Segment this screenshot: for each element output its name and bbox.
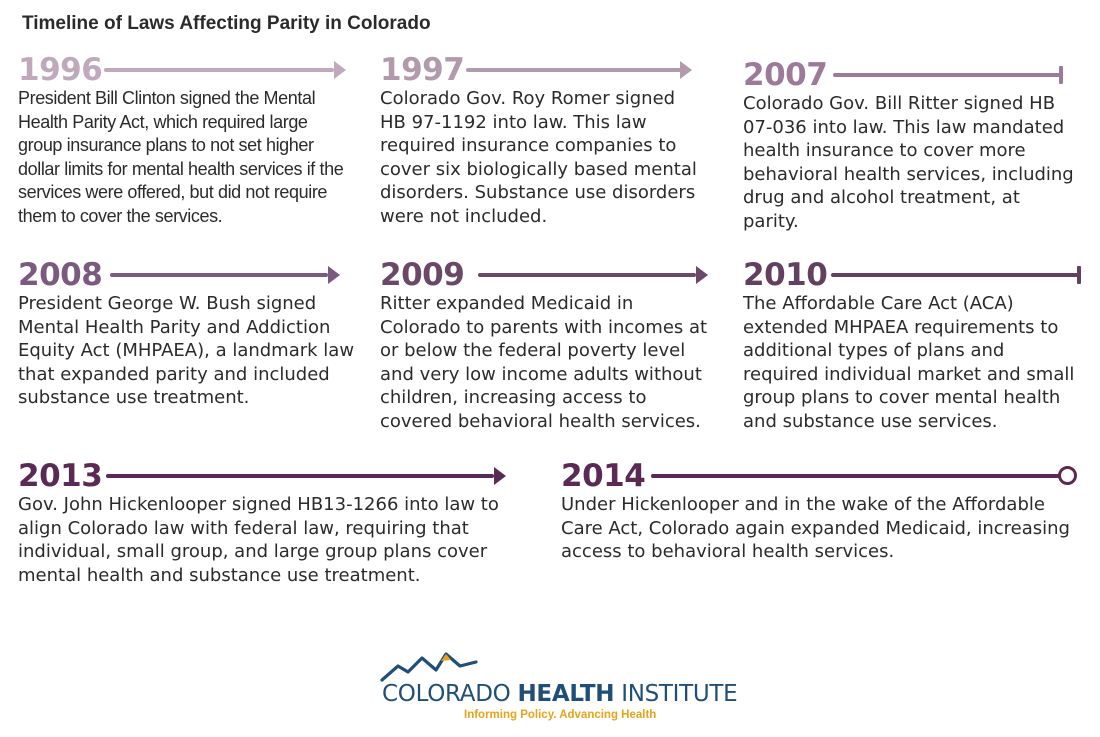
timeline-entry-2007: 2007 Colorado Gov. Bill Ritter signed HB…	[743, 58, 1078, 233]
timeline-entry-2013: 2013 Gov. John Hickenlooper signed HB13-…	[18, 459, 528, 587]
year-label: 2009	[380, 257, 465, 293]
end-circle-icon	[1058, 466, 1077, 485]
timeline-entry-2010: 2010 The Affordable Care Act (ACA) exten…	[743, 258, 1083, 433]
timeline-entry-1996: 1996 President Bill Clinton signed the M…	[18, 53, 353, 228]
entry-description: Colorado Gov. Roy Romer signed HB 97-119…	[380, 88, 697, 227]
timeline-line	[651, 474, 1069, 478]
timeline-entry-2014: 2014 Under Hickenlooper and in the wake …	[561, 459, 1086, 564]
entry-description: Under Hickenlooper and in the wake of th…	[561, 494, 1070, 562]
entry-description: Ritter expanded Medicaid in Colorado to …	[380, 293, 708, 432]
arrow-right-icon	[328, 266, 340, 284]
colorado-health-institute-logo: COLORADO HEALTH INSTITUTE Informing Poli…	[380, 652, 738, 727]
timeline-line	[106, 474, 494, 478]
page-title: Timeline of Laws Affecting Parity in Col…	[22, 13, 431, 34]
arrow-right-icon	[680, 61, 692, 79]
entry-description: Colorado Gov. Bill Ritter signed HB 07-0…	[743, 93, 1074, 232]
logo-wordmark: COLORADO HEALTH INSTITUTE	[382, 681, 738, 707]
mountain-icon	[380, 652, 478, 682]
year-label: 2008	[18, 257, 103, 293]
timeline-line	[104, 68, 334, 72]
logo-tagline: Informing Policy. Advancing Health	[464, 709, 657, 721]
entry-description: President George W. Bush signed Mental H…	[18, 293, 355, 408]
arrow-right-icon	[696, 266, 708, 284]
entry-description: The Affordable Care Act (ACA) extended M…	[743, 293, 1075, 432]
year-label: 2013	[18, 458, 103, 494]
end-tick-icon	[1059, 66, 1063, 84]
arrow-right-icon	[334, 61, 346, 79]
entry-description: Gov. John Hickenlooper signed HB13-1266 …	[18, 494, 499, 586]
arrow-right-icon	[494, 467, 506, 485]
timeline-line	[110, 273, 328, 277]
timeline-line	[831, 273, 1079, 277]
entry-description: President Bill Clinton signed the Mental…	[18, 88, 344, 226]
timeline-entry-2009: 2009 Ritter expanded Medicaid in Colorad…	[380, 258, 715, 433]
year-label: 1997	[380, 52, 465, 88]
year-label: 2010	[743, 257, 828, 293]
year-label: 1996	[18, 52, 103, 88]
timeline-line	[478, 273, 696, 277]
timeline-line	[833, 73, 1061, 77]
end-tick-icon	[1077, 266, 1081, 284]
year-label: 2014	[561, 458, 646, 494]
year-label: 2007	[743, 57, 828, 93]
timeline-entry-2008: 2008 President George W. Bush signed Men…	[18, 258, 358, 410]
timeline-line	[466, 68, 682, 72]
timeline-entry-1997: 1997 Colorado Gov. Roy Romer signed HB 9…	[380, 53, 700, 228]
